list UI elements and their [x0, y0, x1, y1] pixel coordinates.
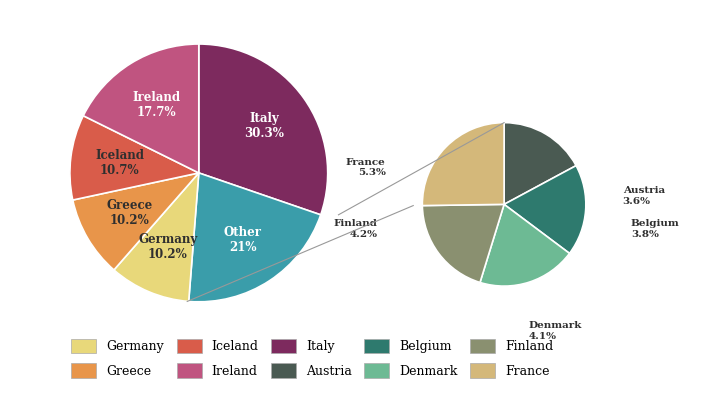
Wedge shape [189, 173, 321, 302]
Text: Ireland
17.7%: Ireland 17.7% [133, 91, 181, 119]
Text: Finland
4.2%: Finland 4.2% [334, 219, 378, 239]
Text: Italy
30.3%: Italy 30.3% [244, 112, 284, 140]
Legend: Germany, Greece, Iceland, Ireland, Italy, Austria, Belgium, Denmark, Finland, Fr: Germany, Greece, Iceland, Ireland, Italy… [66, 334, 559, 383]
Text: Austria
3.6%: Austria 3.6% [623, 187, 665, 206]
Text: Iceland
10.7%: Iceland 10.7% [95, 149, 144, 177]
Wedge shape [504, 165, 586, 253]
Wedge shape [504, 123, 576, 204]
Wedge shape [480, 204, 569, 286]
Wedge shape [422, 204, 504, 283]
Wedge shape [422, 123, 504, 206]
Wedge shape [70, 116, 199, 200]
Text: Belgium
3.8%: Belgium 3.8% [630, 219, 679, 239]
Text: Denmark
4.1%: Denmark 4.1% [529, 321, 582, 341]
Wedge shape [83, 44, 199, 173]
Wedge shape [73, 173, 199, 270]
Text: France
5.3%: France 5.3% [346, 158, 386, 177]
Wedge shape [114, 173, 199, 301]
Text: Other
21%: Other 21% [224, 226, 262, 254]
Wedge shape [199, 44, 328, 215]
Text: Germany
10.2%: Germany 10.2% [138, 233, 197, 261]
Text: Greece
10.2%: Greece 10.2% [106, 200, 153, 228]
